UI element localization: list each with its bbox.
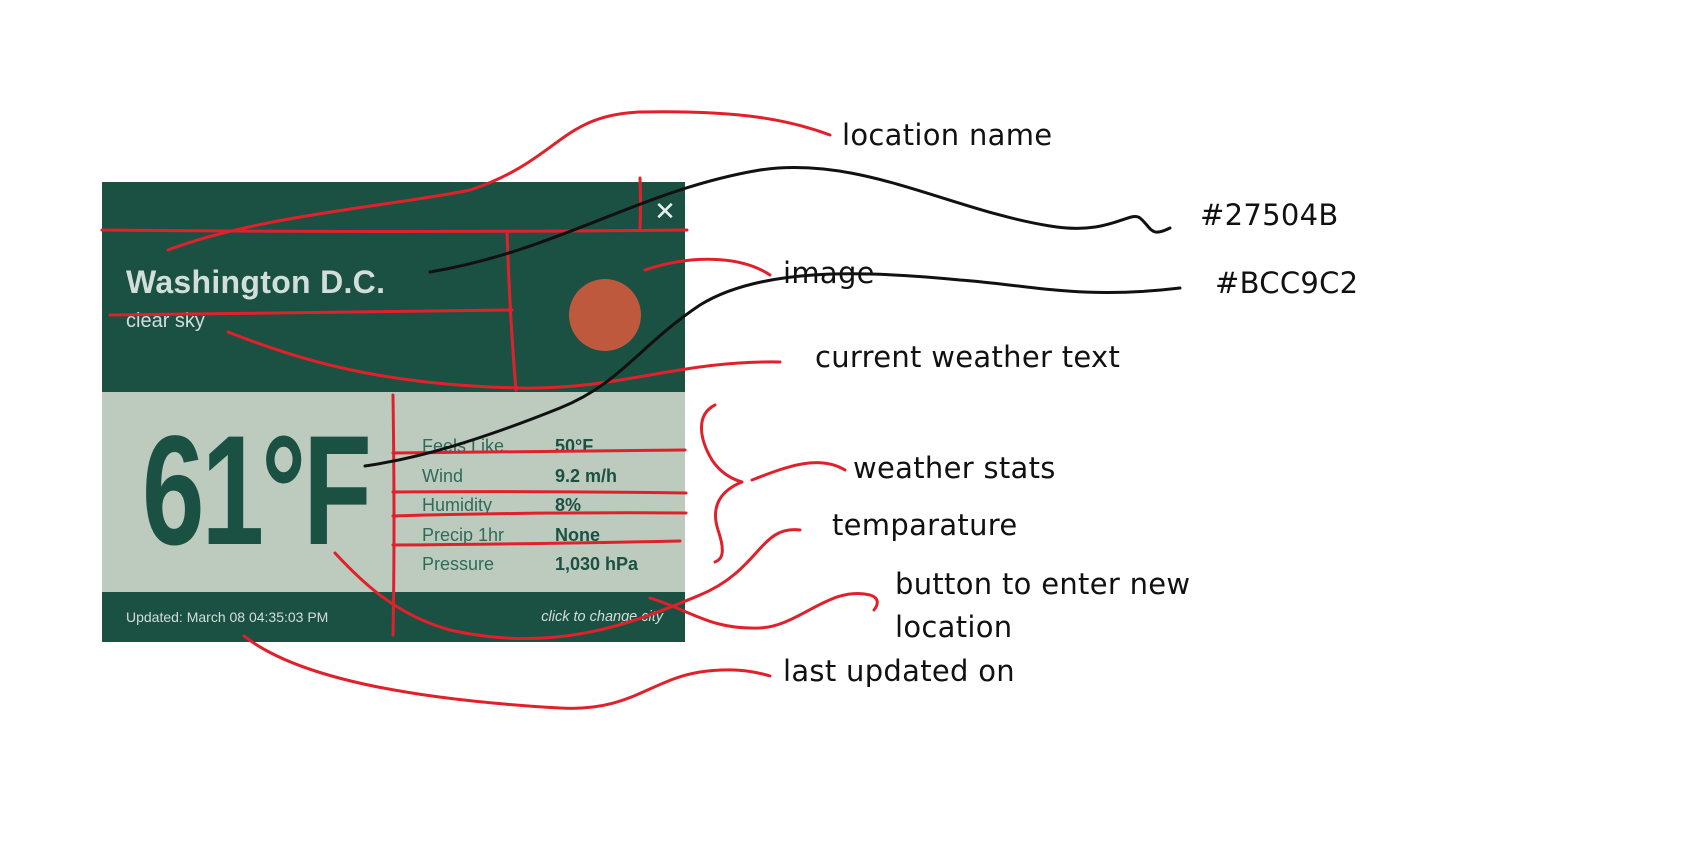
stat-row-wind: Wind 9.2 m/h: [422, 462, 672, 492]
widget-footer: Updated: March 08 04:35:03 PM click to c…: [102, 592, 685, 642]
sun-icon: [569, 279, 641, 351]
stat-label: Pressure: [422, 554, 495, 574]
note-color-secondary: #BCC9C2: [1215, 266, 1359, 300]
temperature: 61°F: [142, 404, 372, 578]
stat-row-precip: Precip 1hr None: [422, 521, 672, 551]
note-change-button-line1: button to enter new: [895, 567, 1191, 601]
note-color-primary: #27504B: [1200, 198, 1339, 232]
weather-widget: ✕ Washington D.C. clear sky 61°F Feels L…: [102, 182, 685, 642]
stat-label: Feels Like: [422, 436, 505, 456]
last-updated-leader: [242, 634, 772, 710]
note-last-updated: last updated on: [783, 654, 1015, 688]
stats-brace: [700, 403, 744, 564]
stat-value: 1,030 hPa: [555, 554, 639, 574]
stat-value: 9.2 m/h: [555, 465, 618, 486]
stat-row-pressure: Pressure 1,030 hPa: [422, 550, 672, 580]
close-icon[interactable]: ✕: [654, 197, 676, 227]
widget-body: 61°F Feels Like 50°F Wind 9.2 m/h Humidi…: [102, 392, 685, 592]
stat-label: Humidity: [422, 495, 493, 515]
note-change-button-line2: location: [895, 610, 1013, 644]
note-image: image: [783, 256, 875, 290]
stat-label: Precip 1hr: [422, 524, 505, 545]
note-current-weather-text: current weather text: [815, 340, 1121, 374]
note-temperature: temparature: [832, 508, 1018, 542]
stat-value: 50°F: [555, 436, 594, 456]
location-name: Washington D.C.: [126, 264, 386, 300]
stat-row-feels-like: Feels Like 50°F: [422, 432, 672, 462]
weather-stats-leader: [750, 461, 847, 482]
note-location-name: location name: [842, 118, 1053, 152]
stat-row-humidity: Humidity 8%: [422, 491, 672, 521]
weather-description: clear sky: [126, 310, 205, 332]
change-city-button[interactable]: click to change city: [541, 609, 663, 625]
stat-value: None: [555, 524, 600, 545]
note-weather-stats: weather stats: [853, 451, 1056, 485]
stat-value: 8%: [555, 495, 582, 515]
widget-header: ✕ Washington D.C. clear sky: [102, 182, 685, 392]
stat-label: Wind: [422, 465, 464, 486]
weather-stats: Feels Like 50°F Wind 9.2 m/h Humidity 8%…: [422, 432, 672, 580]
last-updated: Updated: March 08 04:35:03 PM: [126, 609, 329, 625]
